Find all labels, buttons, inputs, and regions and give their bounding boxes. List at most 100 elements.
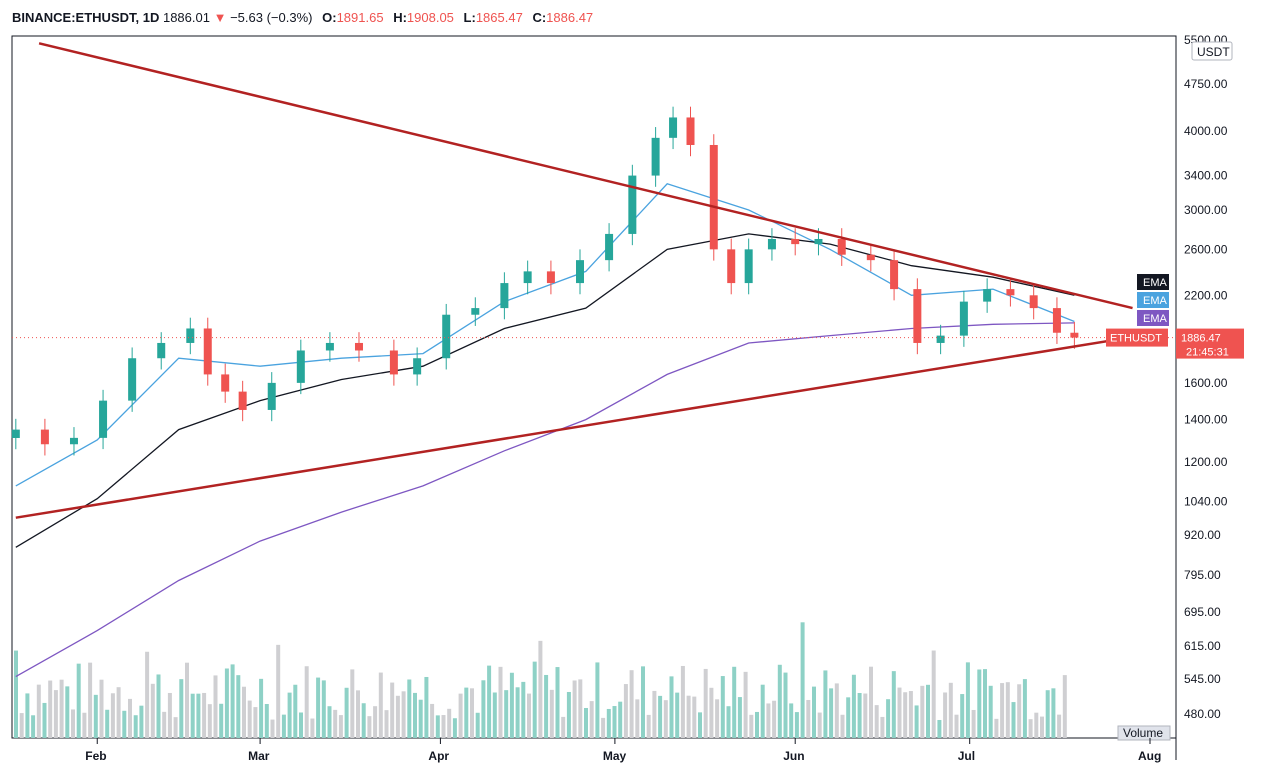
candle-body — [709, 144, 718, 250]
candle-body — [686, 117, 695, 145]
volume-bar — [167, 692, 172, 738]
volume-bar — [179, 679, 184, 738]
volume-bar — [150, 683, 155, 738]
volume-bar — [1034, 712, 1039, 738]
volume-bar — [1000, 683, 1005, 738]
candle-body — [186, 328, 195, 343]
y-tick-label: 1400.00 — [1184, 413, 1228, 427]
volume-bar — [162, 711, 167, 738]
volume-bar — [424, 676, 429, 738]
volume-bar — [1022, 679, 1027, 738]
volume-bar — [36, 684, 41, 738]
volume-bar — [618, 701, 623, 738]
volume-bar — [395, 695, 400, 738]
volume-label-box — [1117, 725, 1171, 741]
volume-bar — [344, 687, 349, 738]
volume-bar — [578, 679, 583, 738]
candle-body — [959, 301, 968, 336]
x-tick-label: Mar — [248, 749, 270, 763]
volume-bar — [663, 700, 668, 738]
plot-area[interactable] — [11, 35, 1177, 739]
volume-bar — [441, 715, 446, 738]
volume-bar — [709, 687, 714, 738]
volume-bar — [316, 677, 321, 738]
volume-bar — [1028, 719, 1033, 738]
volume-bar — [361, 703, 366, 738]
trendline-upper[interactable] — [38, 42, 1133, 310]
volume-bar — [749, 714, 754, 738]
candle-body — [523, 271, 532, 284]
volume-bar — [321, 680, 326, 738]
volume-bar — [800, 622, 805, 738]
chart-header: BINANCE:ETHUSDT, 1D 1886.01 ▼ −5.63 (−0.… — [12, 10, 593, 25]
volume-bar — [641, 666, 645, 738]
volume-bar — [287, 692, 292, 738]
volume-bar — [544, 674, 549, 738]
candle-body — [983, 289, 992, 302]
y-tick-label: 1600.00 — [1184, 376, 1228, 390]
y-tick-label: 2200.00 — [1184, 288, 1228, 302]
volume-bar — [333, 709, 338, 738]
volume-bar — [145, 651, 150, 738]
volume-bar — [857, 693, 862, 738]
volume-bar — [532, 661, 537, 738]
ema-tag[interactable] — [1137, 274, 1169, 290]
trendline-lower[interactable] — [15, 335, 1133, 519]
volume-bar — [914, 705, 919, 738]
candle-body — [267, 382, 276, 410]
volume-bar — [509, 672, 514, 738]
volume-bar — [447, 708, 452, 738]
volume-bar — [390, 682, 395, 738]
y-tick-label: 3000.00 — [1184, 203, 1228, 217]
candle-body — [913, 289, 922, 343]
volume-bar — [310, 718, 315, 738]
volume-bar — [76, 663, 81, 738]
volume-bar — [48, 680, 53, 738]
ema-tag[interactable] — [1137, 292, 1169, 308]
volume-bar — [356, 690, 360, 738]
volume-bar — [1062, 675, 1067, 738]
volume-bar — [680, 665, 685, 738]
candle-body — [866, 254, 875, 261]
ema-tag[interactable] — [1137, 310, 1169, 326]
symbol-tag-label: ETHUSDT — [1110, 333, 1162, 345]
volume-bar — [276, 644, 281, 738]
volume-bar — [110, 693, 115, 738]
volume-bar — [692, 696, 697, 738]
candle-body — [325, 342, 334, 351]
volume-bar — [783, 672, 788, 738]
candle-body — [744, 249, 753, 284]
price-change: −5.63 (−0.3%) — [230, 10, 313, 25]
volume-bar — [253, 707, 258, 738]
volume-bar — [299, 712, 303, 738]
candle-body — [1052, 308, 1061, 333]
volume-bar — [817, 712, 822, 738]
volume-bar — [823, 670, 828, 738]
volume-bar — [527, 693, 531, 738]
ema-tag-label[interactable]: EMA — [1143, 313, 1168, 325]
volume-bar — [840, 714, 845, 738]
volume-bar — [128, 698, 132, 738]
volume-bar — [937, 719, 942, 738]
volume-bar — [293, 684, 298, 738]
volume-bar — [720, 676, 725, 738]
volume-bar — [242, 686, 246, 738]
last-price-value: 1886.47 — [1181, 333, 1221, 345]
ema-tag-label[interactable]: EMA — [1143, 277, 1168, 289]
volume-bar — [367, 716, 372, 738]
volume-bar — [224, 668, 229, 738]
currency-label[interactable]: USDT — [1197, 45, 1230, 59]
volume-bar — [338, 715, 343, 738]
ema-line-ema_long — [15, 322, 1075, 678]
candle-body — [767, 238, 776, 250]
volume-bar — [669, 676, 674, 738]
volume-bar — [470, 688, 474, 738]
volume-bar — [897, 687, 902, 738]
currency-box[interactable] — [1191, 41, 1233, 61]
volume-bar — [116, 687, 121, 738]
volume-bar — [926, 684, 930, 738]
volume-bar — [943, 692, 948, 738]
volume-bar — [492, 692, 497, 738]
ema-tag-label[interactable]: EMA — [1143, 295, 1168, 307]
